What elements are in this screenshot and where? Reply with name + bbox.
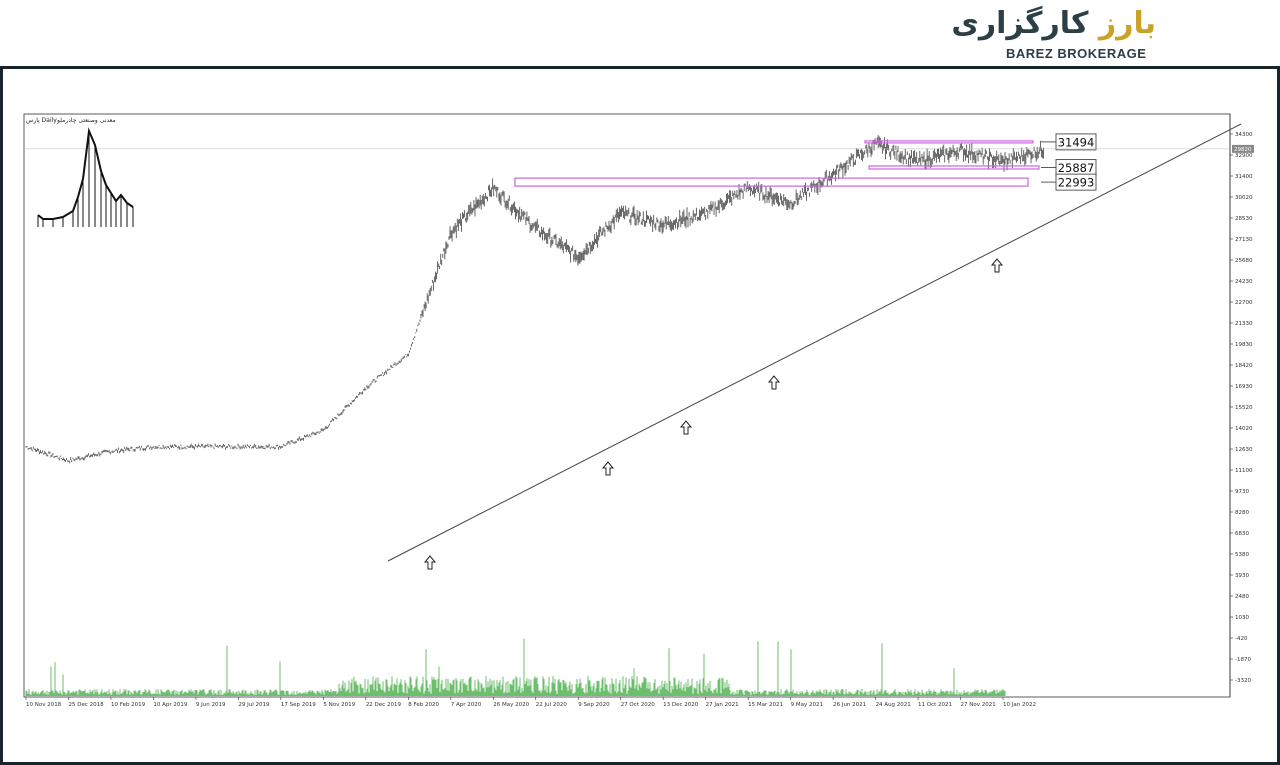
y-tick-label: 5380 [1235,552,1249,558]
brand-logo: بارز کارگزاری BAREZ BROKERAGE [951,6,1160,64]
x-tick-label: 24 Aug 2021 [876,702,911,708]
y-tick-label: 18420 [1235,363,1253,369]
x-tick-label: 29 Jul 2019 [238,702,270,708]
y-tick-label: 8280 [1235,510,1249,516]
x-tick-label: 17 Sep 2019 [281,702,316,708]
y-tick-label: 21330 [1235,321,1253,327]
mini-indicator-line [37,127,134,220]
brand-name-fa: بارز کارگزاری [951,6,1156,41]
current-price-tag [1232,144,1254,153]
brand-name-en: BAREZ BROKERAGE [1006,46,1147,61]
level-rect [514,177,1029,187]
x-tick-label: 10 Jan 2022 [1003,702,1036,708]
y-tick-label: 22700 [1235,300,1253,306]
price-chart: 34300 32900 31400 30020 28530 27130 25680 24230… [23,113,1254,708]
y-tick-label: 19830 [1235,342,1253,348]
chart-subtitle: معدنی وصنعتی چادرملو [56,117,116,124]
support-arrow-icon [601,461,615,476]
x-tick-label: 22 Dec 2019 [366,702,402,708]
x-tick-label: 27 Oct 2020 [621,702,656,708]
volume-bars [25,638,1006,696]
y-tick-label: 34300 [1235,132,1253,138]
overlay: 29820 [24,123,1254,570]
support-trendline [387,123,1242,562]
mini-indicator [37,127,134,227]
level-rect [868,165,1040,170]
x-tick-label: 9 May 2021 [791,702,823,708]
level-label: 31494 [1058,135,1095,149]
y-tick-label: 28530 [1235,216,1253,222]
brand-name-fa-main: کارگزاری [951,6,1089,41]
y-tick-label: 3930 [1235,573,1249,579]
y-tick-label: 32900 [1235,153,1253,159]
y-tick-label: 30020 [1235,195,1253,201]
x-tick-label: 11 Oct 2021 [918,702,952,708]
chart-frame: 34300 32900 31400 30020 28530 27130 25680 24230… [0,66,1280,765]
x-tick-label: 7 Apr 2020 [451,702,482,708]
x-tick-label: 9 Sep 2020 [578,702,610,708]
current-price-label: 29820 [1234,147,1252,153]
price-bars [25,135,1044,464]
y-tick-label: -3320 [1235,678,1251,684]
x-tick-label: 15 Mar 2021 [748,702,783,708]
y-tick-label: 27130 [1235,237,1253,243]
level-rect [864,140,1034,144]
brand-name-fa-accent: بارز [1098,6,1156,41]
level-box [1055,133,1097,151]
plot-area [23,113,1231,698]
x-axis-ticks: 10 Nov 2018 25 Dec 2018 10 Feb 2019 10 Apr … [25,697,1036,708]
x-tick-label: 22 Jul 2020 [536,702,568,708]
y-tick-label: 31400 [1235,174,1253,180]
y-tick-label: 15520 [1235,405,1253,411]
level-label: 22993 [1058,176,1095,190]
y-tick-label: 14020 [1235,426,1253,432]
y-tick-label: 2480 [1235,594,1249,600]
x-tick-label: 10 Nov 2018 [26,702,62,708]
chart-title: پارس Daily [26,117,57,124]
x-tick-label: 27 Jan 2021 [706,702,739,708]
y-tick-label: 6830 [1235,531,1249,537]
x-tick-label: 5 Nov 2019 [323,702,355,708]
support-arrow-icon [990,258,1004,273]
y-tick-label: 9730 [1235,489,1249,495]
x-tick-label: 25 Dec 2018 [68,702,104,708]
support-arrow-icon [679,420,693,435]
x-tick-label: 10 Apr 2019 [153,702,188,708]
x-tick-label: 26 Jun 2021 [833,702,866,708]
x-tick-label: 27 Nov 2021 [961,702,996,708]
y-tick-label: 16930 [1235,384,1253,390]
y-tick-label: 24230 [1235,279,1253,285]
y-tick-label: -1870 [1235,657,1251,663]
x-tick-label: 10 Feb 2019 [111,702,146,708]
x-tick-label: 9 Jun 2019 [196,702,226,708]
level-box [1055,173,1097,191]
x-tick-label: 8 Feb 2020 [408,702,439,708]
support-arrow-icon [767,375,781,390]
y-tick-label: 11100 [1235,468,1253,474]
support-arrow-icon [423,555,437,570]
y-tick-label: 1030 [1235,615,1249,621]
y-tick-label: -420 [1235,636,1248,642]
x-tick-label: 26 May 2020 [493,702,529,708]
x-tick-label: 13 Dec 2020 [663,702,699,708]
y-tick-label: 25680 [1235,258,1253,264]
y-tick-label: 12630 [1235,447,1253,453]
y-axis-ticks: 34300 32900 31400 30020 28530 27130 25680 24230… [1230,132,1253,684]
level-label: 25887 [1058,161,1095,175]
